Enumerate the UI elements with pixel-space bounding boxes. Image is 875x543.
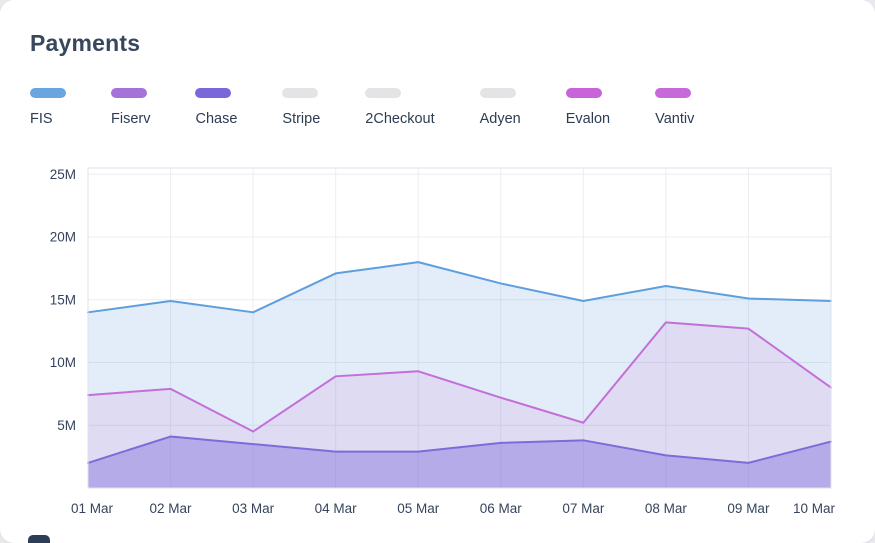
series-area-fis	[88, 262, 831, 488]
legend-item-fis[interactable]: FIS	[30, 88, 66, 127]
legend-swatch-icon	[111, 88, 147, 98]
legend-item-label: Chase	[195, 111, 238, 127]
series-line-fis	[87, 261, 832, 314]
legend-item-adyen[interactable]: Adyen	[479, 88, 521, 127]
chart-svg: 5M 10M 15M 20M 25M 01 Mar 02 Mar 03 Mar 04 Mar 05…	[50, 167, 836, 516]
x-axis-tick-label: 06 Mar	[480, 501, 523, 516]
series-area-chase	[88, 436, 831, 488]
y-axis-tick-label: 10M	[50, 355, 76, 370]
legend-item-label: FIS	[30, 111, 53, 127]
legend-swatch-icon	[565, 88, 602, 98]
y-axis-tick-label: 5M	[57, 418, 76, 433]
x-axis-tick-label: 08 Mar	[645, 501, 688, 516]
legend-item-label: Evalon	[565, 111, 611, 127]
y-axis-tick-label: 25M	[50, 167, 76, 182]
series-line-chase	[87, 435, 832, 464]
legend-item-label: Adyen	[479, 111, 521, 127]
legend-swatch-icon	[30, 88, 66, 98]
x-axis-tick-label: 05 Mar	[397, 501, 440, 516]
legend-swatch-icon	[282, 88, 319, 98]
x-axis-tick-label: 04 Mar	[315, 501, 358, 516]
y-axis-tick-label: 15M	[50, 292, 76, 307]
x-axis-tick-label: 01 Mar	[71, 501, 114, 516]
x-axis-tick-label: 07 Mar	[562, 501, 605, 516]
payments-chart: 5M 10M 15M 20M 25M 01 Mar 02 Mar 03 Mar 04 Mar 05…	[0, 154, 875, 536]
legend: FIS Fiserv Chase Stripe 2Checkout Adyen Evalon…	[30, 88, 694, 127]
legend-item-label: Fiserv	[111, 111, 151, 127]
y-axis-tick-label: 20M	[50, 230, 76, 245]
legend-item-2checkout[interactable]: 2Checkout	[365, 88, 435, 127]
legend-item-vantiv[interactable]: Vantiv	[655, 88, 694, 127]
x-axis-tick-label: 10 Mar	[793, 501, 836, 516]
x-axis-tick-label: 09 Mar	[727, 501, 770, 516]
legend-item-stripe[interactable]: Stripe	[282, 88, 320, 127]
legend-item-fiserv[interactable]: Fiserv	[111, 88, 150, 127]
series-line-evalon	[87, 321, 832, 433]
legend-swatch-icon	[195, 88, 232, 98]
legend-swatch-icon	[365, 88, 402, 98]
legend-item-label: Stripe	[282, 111, 321, 127]
card-title: Payments	[30, 30, 141, 56]
x-axis-tick-label: 02 Mar	[150, 501, 193, 516]
plot-border	[87, 167, 832, 489]
legend-swatch-icon	[655, 88, 692, 98]
legend-item-evalon[interactable]: Evalon	[565, 88, 611, 127]
clipped-element	[28, 535, 50, 543]
legend-swatch-icon	[479, 88, 516, 98]
legend-item-chase[interactable]: Chase	[195, 88, 237, 127]
legend-item-label: 2Checkout	[365, 111, 435, 127]
x-axis-tick-label: 03 Mar	[232, 501, 275, 516]
legend-item-label: Vantiv	[655, 111, 695, 127]
